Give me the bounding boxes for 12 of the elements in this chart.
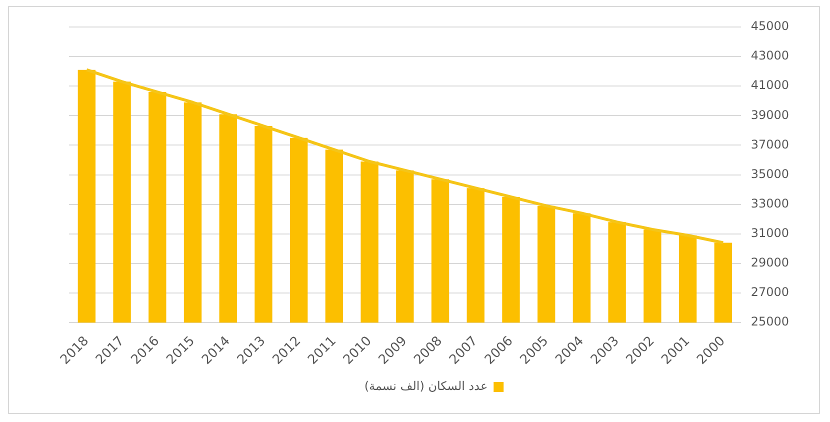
- y-tick-label: 25000: [750, 314, 790, 329]
- y-tick-label: 31000: [750, 226, 790, 240]
- y-tick-label: 29000: [750, 256, 790, 270]
- y-tick-label: 39000: [750, 108, 790, 122]
- y-tick-label: 41000: [750, 78, 790, 92]
- y-tick-label: 27000: [750, 285, 790, 300]
- y-tick-label: 45000: [750, 19, 790, 34]
- y-tick-label: 43000: [750, 48, 790, 63]
- y-tick-label: 33000: [750, 196, 790, 210]
- legend-label: عدد السكان (الف نسمة): [364, 379, 488, 394]
- y-tick-label: 35000: [750, 166, 790, 181]
- y-tick-label: 37000: [750, 137, 790, 152]
